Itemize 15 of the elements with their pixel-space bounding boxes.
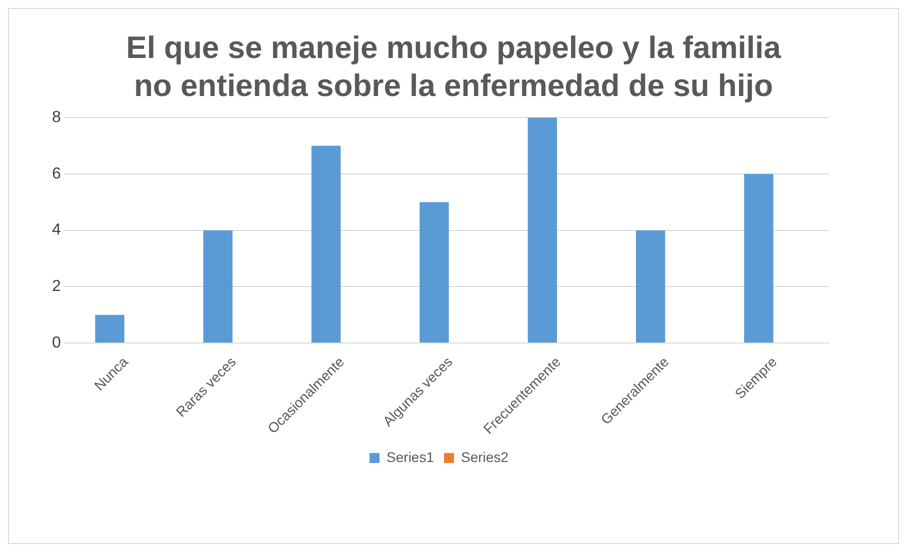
bar (744, 174, 774, 343)
y-tick-label: 4 (52, 222, 61, 239)
legend-label: Series2 (461, 448, 509, 465)
y-tick-label: 8 (52, 109, 61, 126)
bar (636, 230, 666, 343)
bar (420, 202, 449, 343)
bar (203, 230, 233, 343)
y-tick-label: 6 (52, 165, 61, 182)
bar (95, 314, 124, 343)
bar (528, 118, 557, 343)
y-tick-label: 2 (52, 278, 61, 296)
chart-title: El que se maneje mucho papeleo y la familia no entienda sobre la enfermedad de su hijo (125, 29, 782, 105)
y-tick-label: 0 (52, 334, 61, 352)
legend-label: Series1 (386, 448, 434, 465)
bar (311, 146, 341, 343)
